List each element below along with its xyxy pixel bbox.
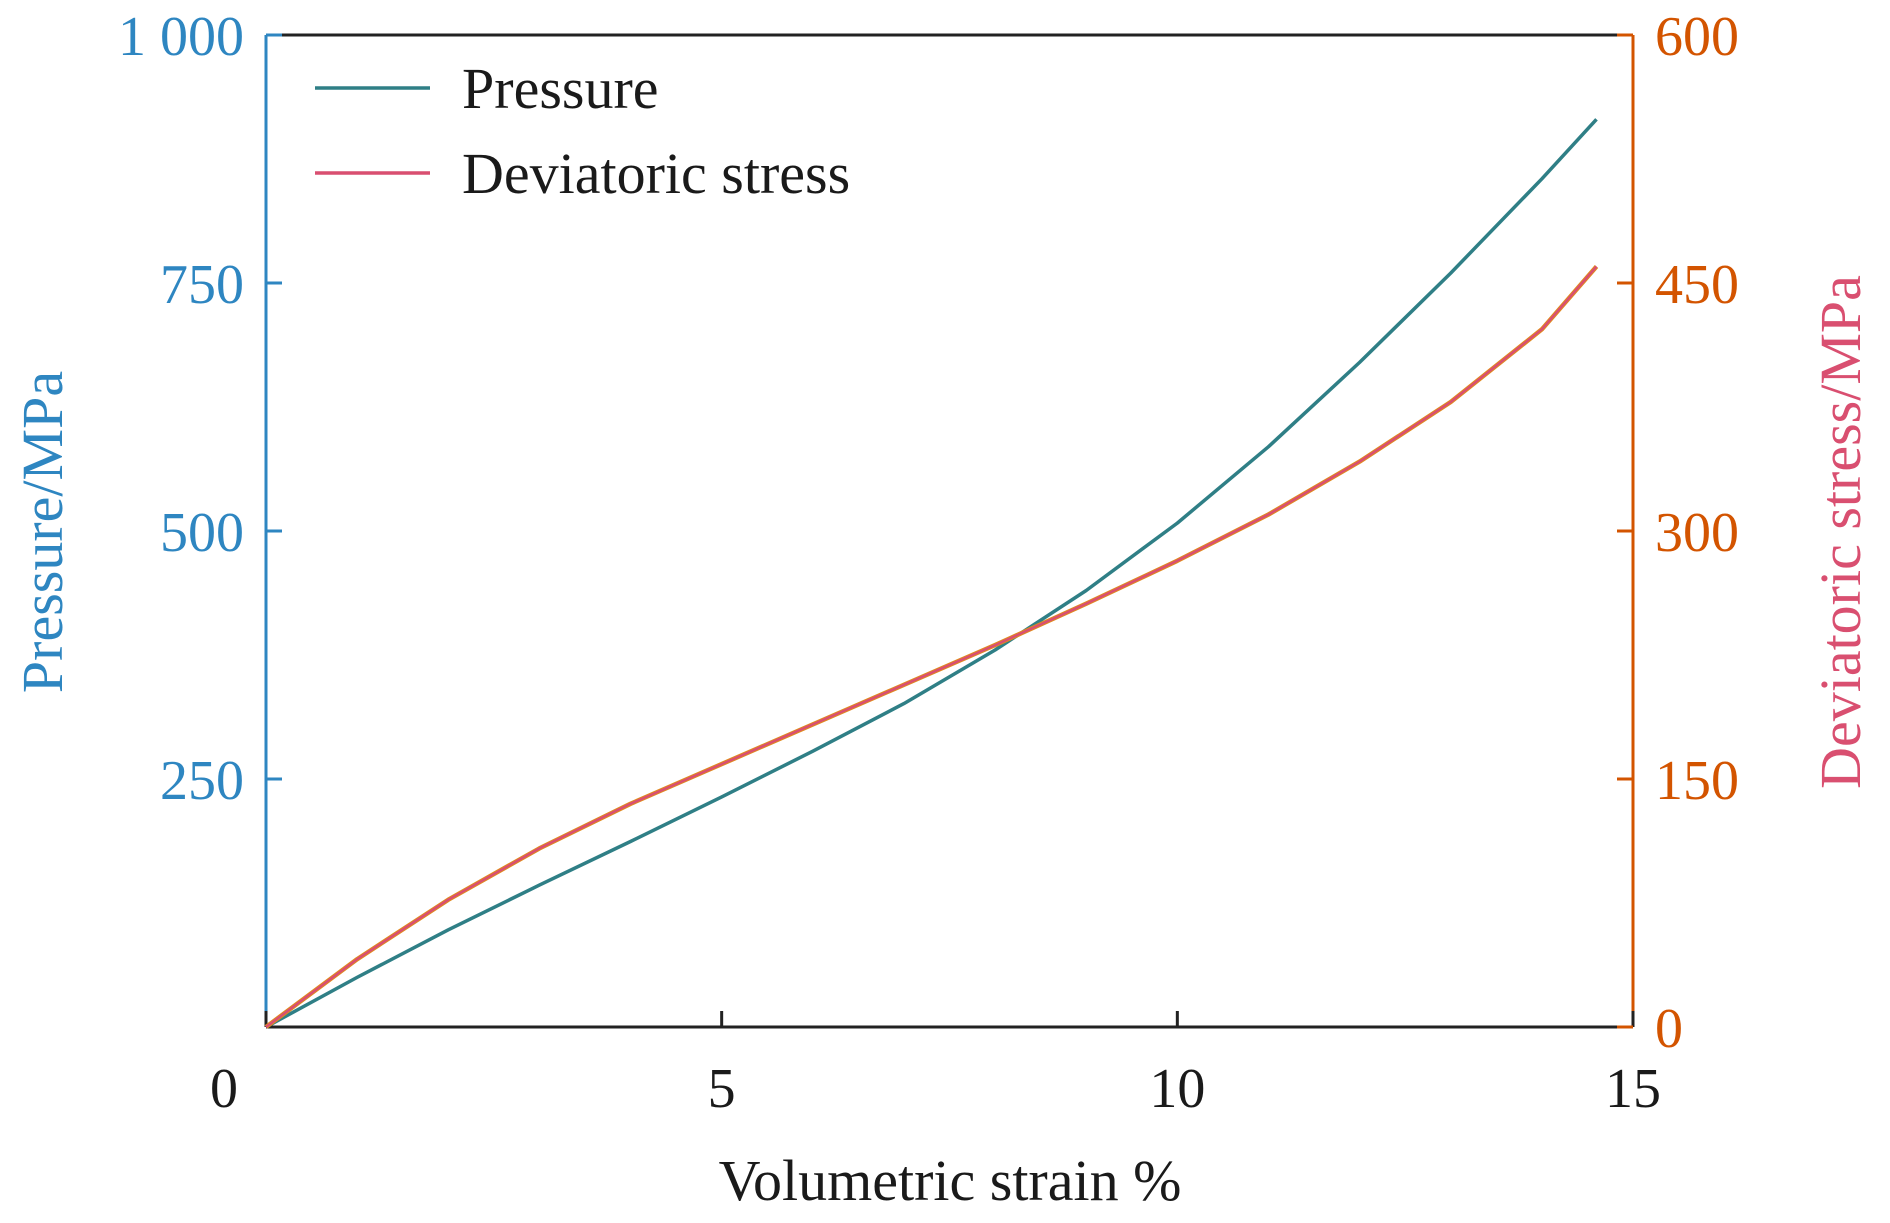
y-tick-label-left: 250 [160, 750, 244, 812]
legend: Pressure Deviatoric stress [315, 56, 850, 206]
x-tick-label: 15 [1605, 1058, 1661, 1120]
legend-label-pressure: Pressure [462, 56, 659, 121]
y-tick-label-left: 500 [160, 502, 244, 564]
x-tick-label: 5 [708, 1058, 736, 1120]
legend-label-deviatoric: Deviatoric stress [462, 141, 850, 206]
x-axis-title: Volumetric strain % [719, 1148, 1182, 1213]
y-axis-title-right: Deviatoric stress/MPa [1808, 275, 1873, 789]
y-tick-label-left: 1 000 [118, 6, 244, 68]
axes-group: 0 5 10 15 250 500 750 1 000 0 150 300 450 600 [118, 6, 1739, 1120]
y-tick-label-right: 600 [1655, 6, 1739, 68]
x-tick-label: 0 [210, 1058, 238, 1120]
y-tick-label-right: 150 [1655, 750, 1739, 812]
series-pressure-line [265, 118, 1598, 1029]
y-axis-title-left: Pressure/MPa [10, 371, 75, 693]
y-tick-label-right: 450 [1655, 254, 1739, 316]
y-tick-label-right: 300 [1655, 502, 1739, 564]
x-tick-label: 10 [1149, 1058, 1205, 1120]
y-tick-label-left: 750 [160, 254, 244, 316]
series-deviatoric-line [265, 265, 1598, 1029]
series-group [264, 118, 1599, 1029]
y-tick-label-right: 0 [1655, 998, 1683, 1060]
